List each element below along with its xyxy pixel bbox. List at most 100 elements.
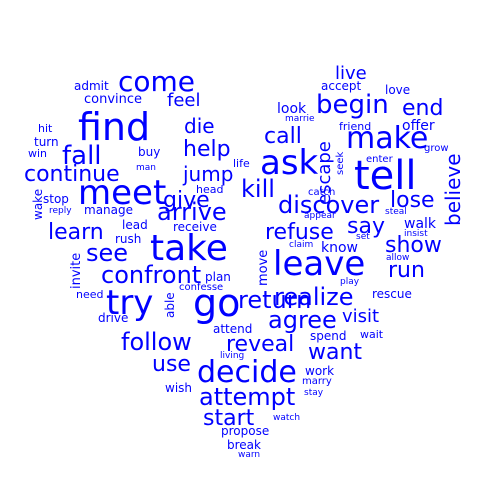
- word-say: say: [347, 214, 385, 239]
- word-able: able: [163, 292, 177, 318]
- word-live: live: [335, 63, 367, 84]
- word-set: set: [356, 232, 370, 242]
- word-stop: stop: [43, 192, 69, 206]
- word-come: come: [118, 65, 196, 98]
- word-continue: continue: [24, 162, 120, 187]
- word-need: need: [76, 288, 104, 301]
- word-start: start: [203, 406, 255, 431]
- word-invite: invite: [69, 252, 84, 289]
- word-kill: kill: [241, 175, 275, 203]
- word-plan: plan: [205, 270, 231, 284]
- word-hit: hit: [38, 122, 53, 135]
- word-fall: fall: [62, 141, 102, 171]
- word-help: help: [183, 137, 231, 162]
- word-return: return: [238, 286, 312, 314]
- word-jump: jump: [183, 162, 234, 186]
- word-begin: begin: [316, 90, 389, 120]
- word-feel: feel: [167, 90, 201, 111]
- word-agree: agree: [268, 306, 337, 334]
- word-attend: attend: [213, 322, 253, 336]
- word-spend: spend: [310, 329, 347, 343]
- word-accept: accept: [321, 79, 362, 93]
- word-head: head: [196, 183, 224, 196]
- word-lose: lose: [390, 188, 435, 213]
- word-catch: catch: [308, 187, 336, 198]
- word-admit: admit: [74, 79, 109, 93]
- word-friend: friend: [339, 120, 372, 133]
- word-offer: offer: [402, 118, 435, 134]
- word-ask: ask: [260, 143, 319, 183]
- word-work: work: [305, 364, 335, 378]
- word-buy: buy: [138, 145, 161, 159]
- word-take: take: [150, 228, 228, 269]
- word-allow: allow: [386, 253, 410, 263]
- word-reply: reply: [49, 206, 72, 216]
- word-show: show: [385, 233, 442, 258]
- word-end: end: [402, 96, 444, 121]
- word-look: look: [277, 101, 307, 117]
- word-wish: wish: [165, 381, 193, 395]
- word-rescue: rescue: [372, 287, 412, 301]
- word-learn: learn: [48, 220, 104, 245]
- word-marry: marry: [302, 376, 332, 387]
- word-die: die: [184, 114, 215, 138]
- word-propose: propose: [221, 424, 270, 438]
- word-appear: appear: [304, 211, 336, 221]
- word-find: find: [78, 105, 151, 149]
- word-break: break: [227, 438, 261, 452]
- word-love: love: [385, 83, 411, 97]
- word-marrie: marrie: [285, 114, 315, 124]
- word-seek: seek: [335, 151, 346, 175]
- word-believe: believe: [441, 153, 465, 226]
- word-warn: warn: [238, 450, 261, 460]
- word-visit: visit: [342, 306, 380, 327]
- word-manage: manage: [84, 203, 134, 217]
- word-grow: grow: [424, 143, 449, 154]
- word-convince: convince: [84, 92, 143, 107]
- word-win: win: [28, 147, 48, 160]
- word-see: see: [86, 239, 129, 267]
- word-leave: leave: [273, 244, 366, 284]
- word-discover: discover: [278, 191, 380, 219]
- word-lead: lead: [122, 218, 148, 232]
- word-refuse: refuse: [265, 220, 334, 245]
- word-living: living: [220, 351, 245, 361]
- word-give: give: [163, 188, 210, 213]
- word-confesse: confesse: [179, 282, 224, 293]
- word-enter: enter: [366, 154, 393, 165]
- word-want: want: [308, 340, 363, 365]
- word-wait: wait: [360, 328, 384, 341]
- word-decide: decide: [197, 355, 297, 390]
- word-reveal: reveal: [226, 332, 295, 357]
- word-realize: realize: [274, 283, 354, 311]
- word-move: move: [256, 249, 271, 286]
- word-use: use: [152, 352, 191, 377]
- word-claim: claim: [289, 240, 314, 250]
- word-run: run: [388, 258, 425, 283]
- word-man: man: [136, 163, 156, 173]
- word-drive: drive: [98, 311, 129, 325]
- word-steal: steal: [385, 207, 407, 217]
- word-arrive: arrive: [157, 198, 227, 226]
- word-tell: tell: [354, 153, 417, 199]
- word-watch: watch: [273, 413, 301, 423]
- word-know: know: [321, 240, 358, 256]
- word-try: try: [106, 283, 154, 323]
- word-life: life: [233, 157, 250, 170]
- word-meet: meet: [78, 173, 167, 213]
- word-stay: stay: [304, 388, 324, 398]
- word-attempt: attempt: [199, 383, 296, 411]
- word-play: play: [340, 277, 360, 287]
- word-receive: receive: [173, 220, 217, 234]
- word-go: go: [193, 281, 241, 325]
- word-follow: follow: [121, 328, 192, 356]
- word-wake: wake: [31, 188, 45, 220]
- word-turn: turn: [34, 135, 59, 149]
- word-rush: rush: [115, 232, 142, 246]
- word-make: make: [346, 121, 429, 156]
- word-call: call: [264, 124, 302, 149]
- word-confront: confront: [101, 261, 202, 289]
- word-walk: walk: [404, 216, 437, 232]
- word-insist: insist: [404, 229, 428, 239]
